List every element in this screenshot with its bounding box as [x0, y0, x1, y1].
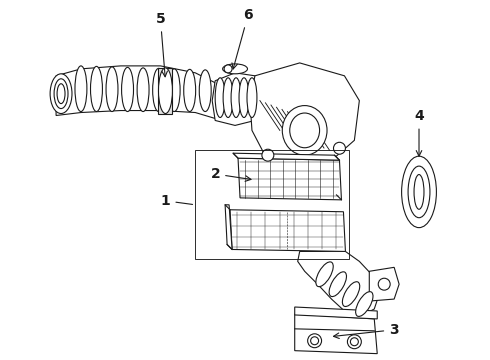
Ellipse shape [329, 272, 346, 297]
Ellipse shape [343, 282, 360, 306]
Ellipse shape [184, 69, 196, 112]
Polygon shape [250, 63, 359, 168]
Ellipse shape [153, 68, 165, 112]
Text: 1: 1 [161, 194, 193, 208]
Ellipse shape [308, 334, 321, 348]
Ellipse shape [168, 69, 180, 112]
Polygon shape [298, 251, 379, 317]
Polygon shape [56, 66, 215, 118]
Text: 2: 2 [210, 167, 251, 181]
Ellipse shape [50, 74, 72, 113]
Ellipse shape [137, 68, 149, 112]
Polygon shape [212, 73, 258, 125]
Ellipse shape [57, 84, 65, 104]
Ellipse shape [231, 78, 241, 117]
Ellipse shape [106, 67, 118, 112]
Text: 4: 4 [414, 109, 424, 156]
Ellipse shape [408, 166, 430, 218]
Polygon shape [225, 205, 232, 249]
Ellipse shape [54, 79, 68, 109]
Ellipse shape [350, 338, 358, 346]
Ellipse shape [316, 262, 333, 287]
Polygon shape [294, 307, 377, 319]
Polygon shape [238, 158, 342, 200]
Ellipse shape [334, 142, 345, 154]
Ellipse shape [215, 78, 225, 117]
Ellipse shape [91, 66, 102, 112]
Text: 6: 6 [232, 8, 253, 69]
Polygon shape [294, 314, 377, 354]
Ellipse shape [262, 149, 274, 161]
Ellipse shape [223, 78, 233, 117]
Ellipse shape [75, 66, 87, 112]
Ellipse shape [224, 65, 232, 73]
Ellipse shape [290, 113, 319, 148]
Ellipse shape [199, 70, 211, 112]
Polygon shape [369, 267, 399, 301]
Ellipse shape [239, 78, 249, 117]
Text: 3: 3 [334, 323, 399, 338]
Ellipse shape [222, 64, 247, 74]
Ellipse shape [356, 292, 373, 316]
Ellipse shape [378, 278, 390, 290]
Ellipse shape [311, 337, 319, 345]
Ellipse shape [282, 105, 327, 155]
Ellipse shape [414, 175, 424, 209]
Polygon shape [233, 153, 340, 160]
Ellipse shape [122, 67, 133, 112]
Polygon shape [158, 68, 172, 113]
Polygon shape [230, 210, 345, 251]
Text: 5: 5 [156, 12, 168, 77]
Ellipse shape [247, 78, 257, 117]
Bar [196, 150, 349, 260]
Ellipse shape [158, 68, 172, 113]
Ellipse shape [402, 156, 437, 228]
Ellipse shape [347, 335, 361, 349]
